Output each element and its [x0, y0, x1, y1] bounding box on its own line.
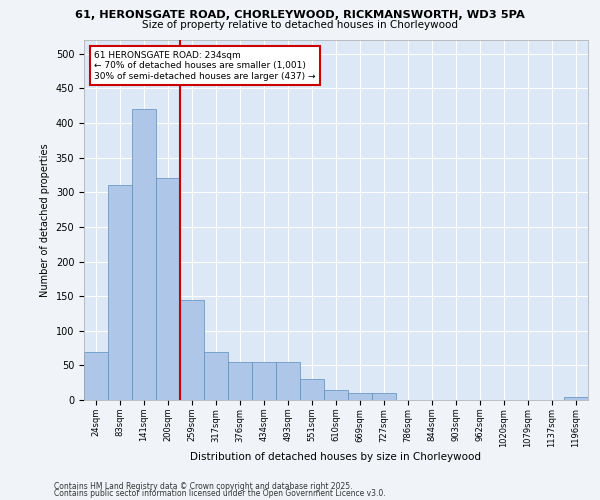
- Bar: [156, 178, 180, 400]
- X-axis label: Distribution of detached houses by size in Chorleywood: Distribution of detached houses by size …: [191, 452, 482, 462]
- Text: Size of property relative to detached houses in Chorleywood: Size of property relative to detached ho…: [142, 20, 458, 30]
- Text: 61 HERONSGATE ROAD: 234sqm
← 70% of detached houses are smaller (1,001)
30% of s: 61 HERONSGATE ROAD: 234sqm ← 70% of deta…: [94, 51, 316, 80]
- Bar: [372, 393, 396, 400]
- Bar: [204, 352, 228, 400]
- Bar: [324, 390, 348, 400]
- Bar: [276, 362, 300, 400]
- Text: 61, HERONSGATE ROAD, CHORLEYWOOD, RICKMANSWORTH, WD3 5PA: 61, HERONSGATE ROAD, CHORLEYWOOD, RICKMA…: [75, 10, 525, 20]
- Bar: [252, 362, 276, 400]
- Bar: [348, 393, 372, 400]
- Bar: [228, 362, 252, 400]
- Text: Contains HM Land Registry data © Crown copyright and database right 2025.: Contains HM Land Registry data © Crown c…: [54, 482, 353, 491]
- Bar: [564, 396, 588, 400]
- Text: Contains public sector information licensed under the Open Government Licence v3: Contains public sector information licen…: [54, 489, 386, 498]
- Y-axis label: Number of detached properties: Number of detached properties: [40, 143, 50, 297]
- Bar: [180, 300, 204, 400]
- Bar: [132, 109, 156, 400]
- Bar: [108, 186, 132, 400]
- Bar: [300, 379, 324, 400]
- Bar: [84, 352, 108, 400]
